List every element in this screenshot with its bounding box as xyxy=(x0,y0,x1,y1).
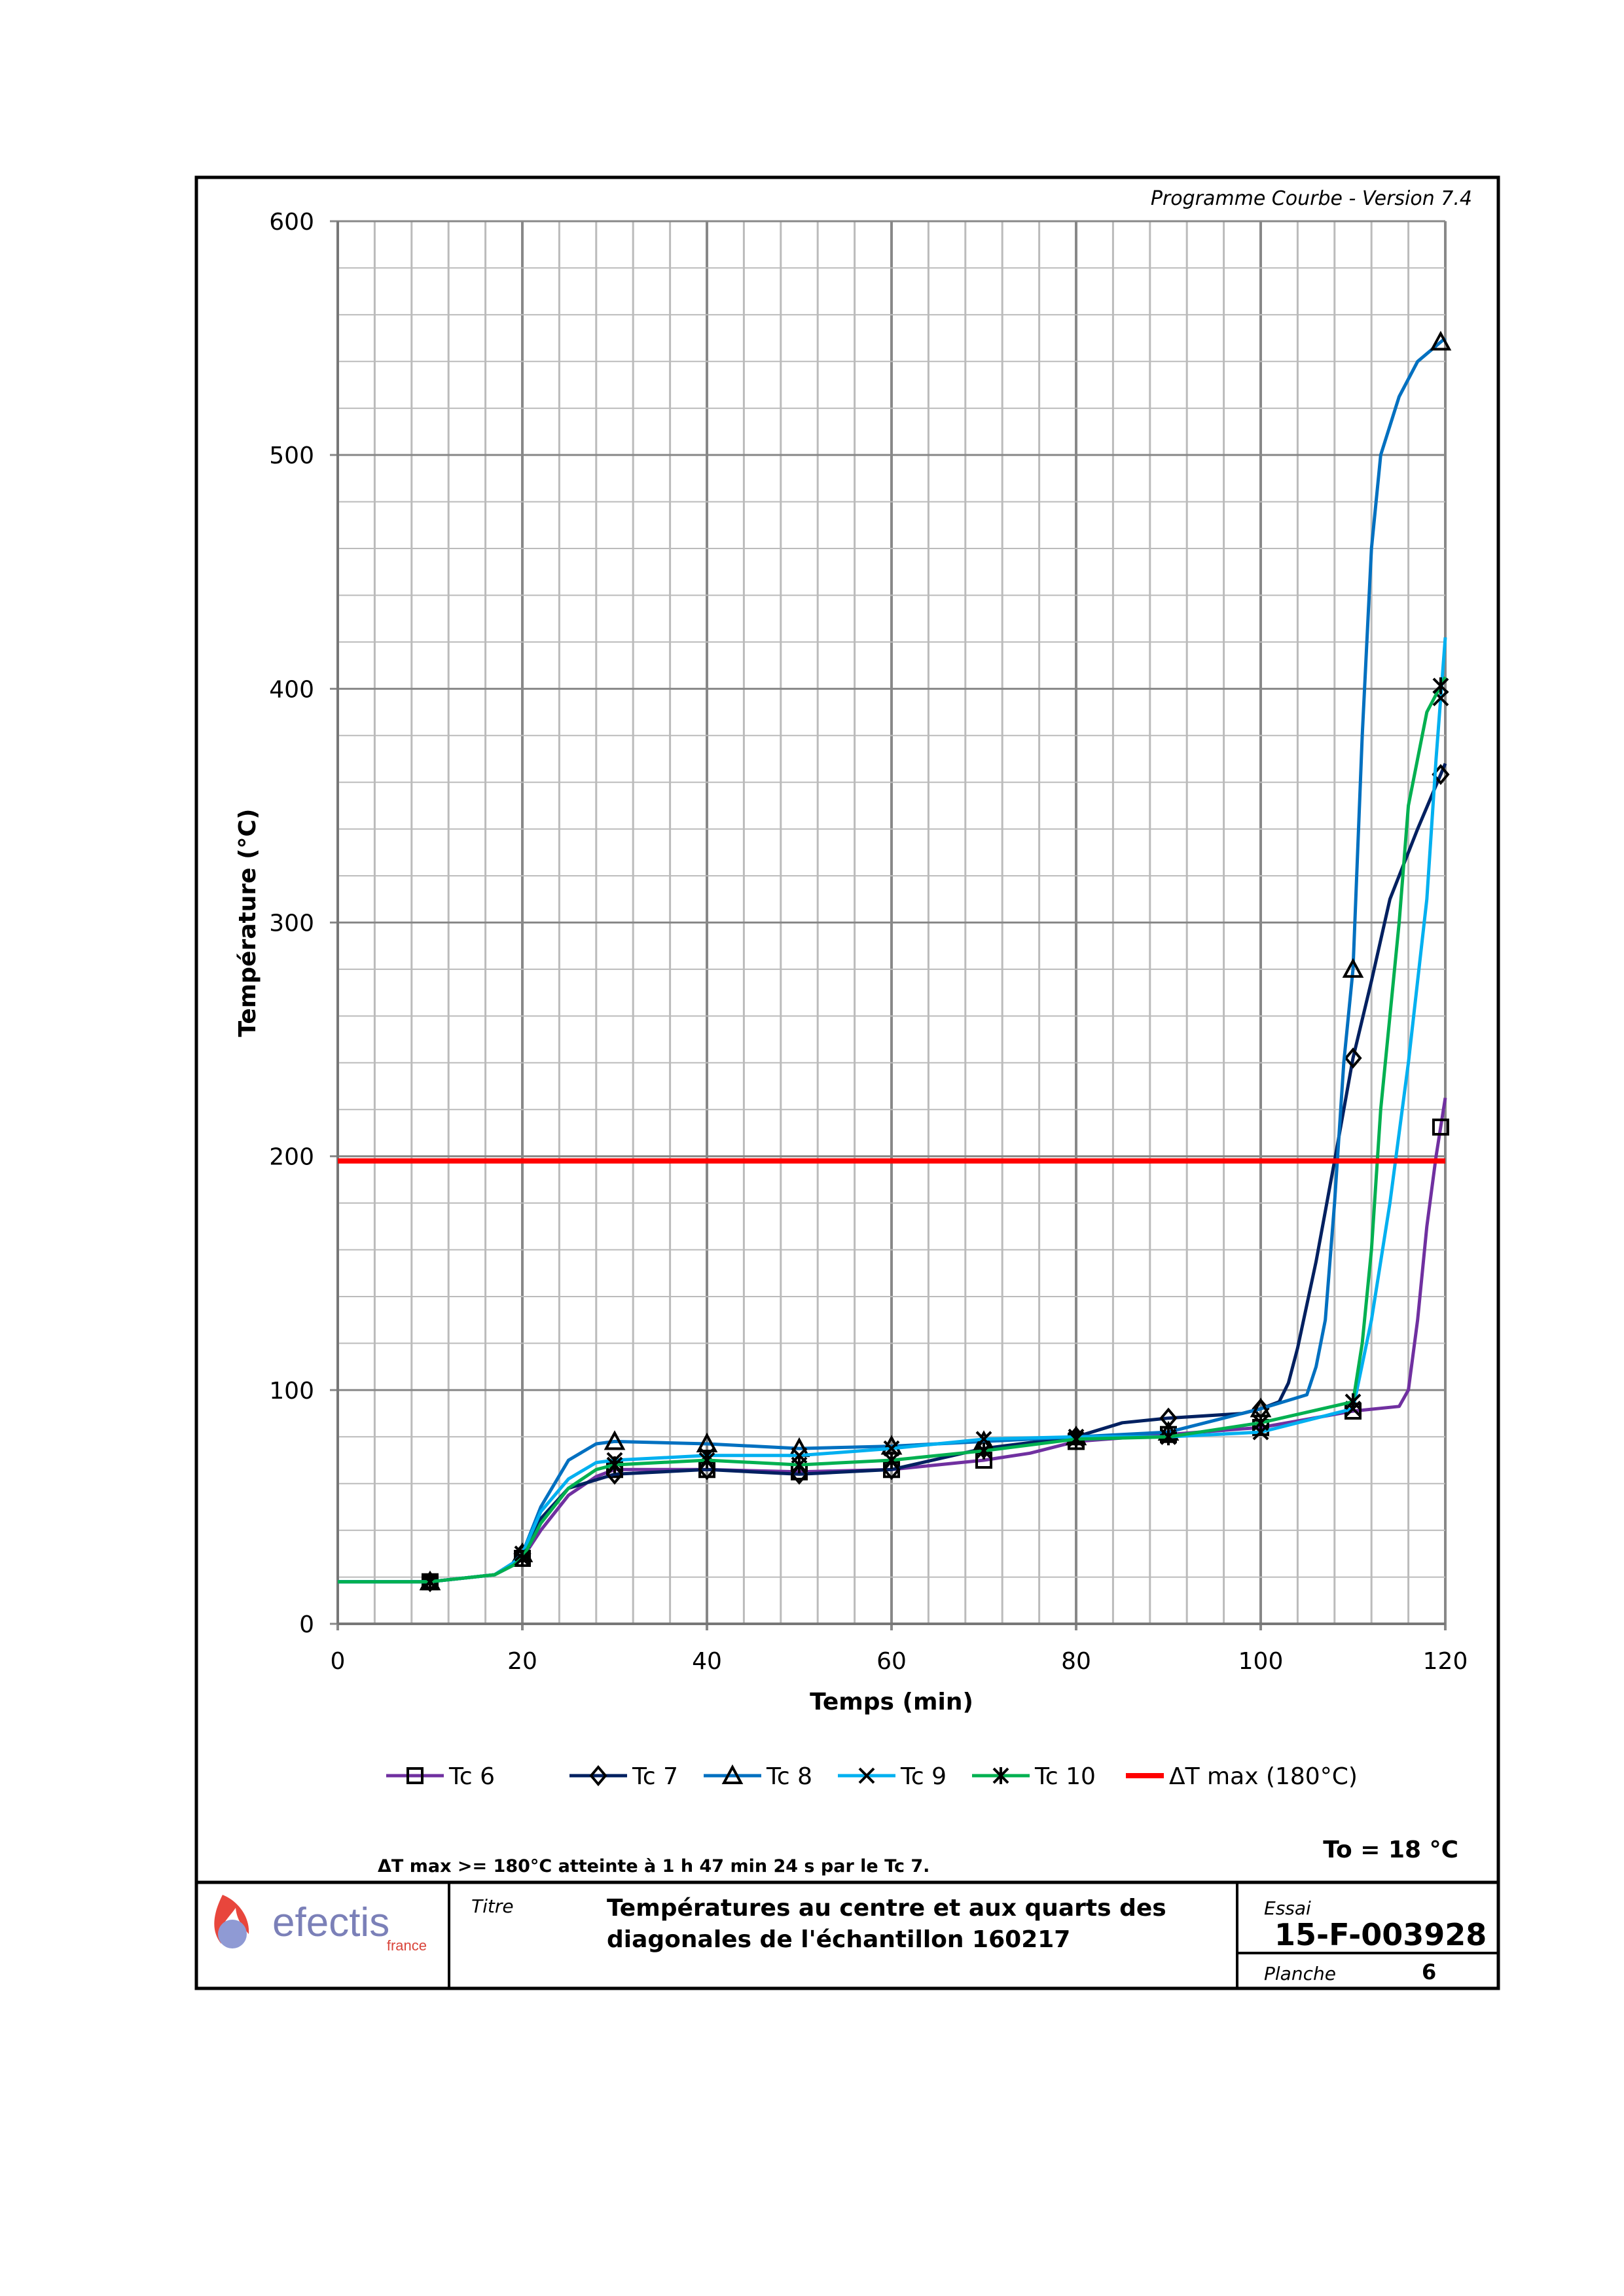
logo-subtext: france xyxy=(387,1937,427,1954)
square-marker xyxy=(406,1767,424,1784)
x-tick-label: 120 xyxy=(1423,1648,1468,1675)
legend-label: Tc 10 xyxy=(1034,1763,1096,1790)
sphere-icon xyxy=(218,1920,247,1948)
star-marker xyxy=(422,1573,439,1590)
initial-temperature: To = 18 °C xyxy=(1323,1837,1458,1863)
y-tick-label: 100 xyxy=(269,1378,314,1405)
star-marker xyxy=(1344,1393,1362,1410)
logo-text: efectis xyxy=(272,1900,389,1945)
legend: Tc 6 Tc 7 Tc 8 Tc 9 Tc 10 ΔT max (180°C) xyxy=(386,1763,1358,1790)
y-tick-label: 300 xyxy=(269,910,314,937)
star-marker xyxy=(1068,1430,1085,1448)
y-tick-label: 200 xyxy=(269,1144,314,1171)
series-tc-10 xyxy=(338,676,1449,1590)
triangle-marker xyxy=(1430,331,1452,351)
legend-item: Tc 7 xyxy=(569,1763,678,1790)
diamond-marker xyxy=(1159,1407,1178,1429)
star-marker xyxy=(975,1442,992,1460)
legend-item: ΔT max (180°C) xyxy=(1126,1763,1358,1790)
star-marker xyxy=(1160,1428,1177,1446)
page-frame xyxy=(194,175,1500,1990)
x-tick-label: 0 xyxy=(331,1648,346,1675)
triangle-marker xyxy=(696,1432,718,1452)
legend-item: Tc 6 xyxy=(386,1763,495,1790)
planche-value: 6 xyxy=(1422,1960,1436,1984)
essai-label: Essai xyxy=(1264,1897,1311,1919)
legend-label: ΔT max (180°C) xyxy=(1169,1763,1358,1790)
tick-labels: 0 20 40 60 80 100 120 0 100 200 300 400 500 600 xyxy=(269,209,1468,1675)
legend-label: Tc 9 xyxy=(900,1763,947,1790)
title-line-1: Températures au centre et aux quarts des xyxy=(607,1895,1166,1922)
star-marker xyxy=(698,1451,715,1469)
legend-item: Tc 8 xyxy=(704,1763,812,1790)
square-marker xyxy=(1432,1119,1449,1136)
legend-item: Tc 9 xyxy=(838,1763,947,1790)
x-marker xyxy=(883,1440,900,1457)
series-tc-8 xyxy=(338,331,1452,1590)
x-tick-label: 100 xyxy=(1238,1648,1284,1675)
star-marker xyxy=(1432,677,1449,694)
x-tick-label: 40 xyxy=(692,1648,722,1675)
x-tick-label: 60 xyxy=(876,1648,907,1675)
diamond-marker xyxy=(1344,1047,1362,1069)
star-marker xyxy=(992,1767,1009,1784)
triangle-marker xyxy=(721,1764,744,1784)
x-marker xyxy=(858,1767,875,1784)
x-axis-label: Temps (min) xyxy=(810,1689,973,1715)
efectis-logo: efectis france xyxy=(214,1895,427,1954)
planche-label: Planche xyxy=(1264,1963,1336,1984)
essai-value: 15-F-003928 xyxy=(1274,1917,1487,1952)
grid xyxy=(330,220,1447,1630)
x-tick-label: 80 xyxy=(1061,1648,1091,1675)
legend-label: Tc 6 xyxy=(448,1763,495,1790)
y-tick-label: 600 xyxy=(269,209,314,236)
legend-label: Tc 8 xyxy=(766,1763,812,1790)
x-tick-label: 20 xyxy=(507,1648,537,1675)
y-tick-label: 0 xyxy=(299,1611,314,1638)
title-line-2: diagonales de l'échantillon 160217 xyxy=(607,1926,1070,1953)
star-marker xyxy=(514,1549,531,1567)
titre-label: Titre xyxy=(471,1895,514,1917)
legend-label: Tc 7 xyxy=(632,1763,678,1790)
program-version: Programme Courbe - Version 7.4 xyxy=(1151,187,1472,210)
diamond-marker xyxy=(589,1765,607,1787)
legend-item: Tc 10 xyxy=(972,1763,1096,1790)
threshold-note: ΔT max >= 180°C atteinte à 1 h 47 min 24… xyxy=(378,1856,929,1876)
y-tick-label: 500 xyxy=(269,442,314,469)
y-tick-label: 400 xyxy=(269,676,314,703)
star-marker xyxy=(606,1456,623,1474)
x-marker xyxy=(975,1431,992,1448)
y-axis-label: Température (°C) xyxy=(234,809,261,1037)
triangle-marker xyxy=(1342,958,1364,978)
flame-icon xyxy=(214,1895,249,1944)
triangle-marker xyxy=(604,1430,626,1450)
series-layer xyxy=(338,331,1452,1592)
star-marker xyxy=(1252,1414,1269,1431)
star-marker xyxy=(791,1456,808,1474)
star-marker xyxy=(883,1451,900,1469)
